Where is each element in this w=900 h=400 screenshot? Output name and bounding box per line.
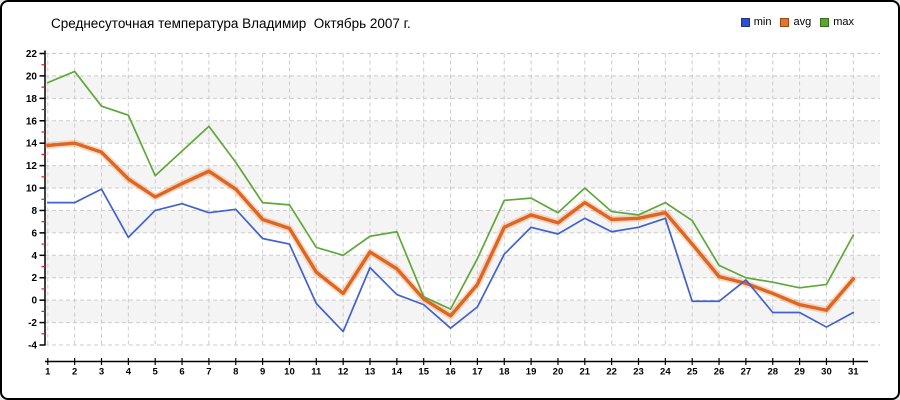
x-tick-label: 13 <box>365 367 376 378</box>
x-tick-label: 29 <box>794 367 805 378</box>
x-tick-label: 4 <box>126 367 132 378</box>
x-tick-label: 9 <box>260 367 265 378</box>
x-tick-label: 8 <box>233 367 238 378</box>
x-tick-label: 12 <box>338 367 349 378</box>
x-tick-label: 18 <box>499 367 510 378</box>
y-tick-label: 4 <box>31 251 37 262</box>
legend-label: avg <box>793 16 812 28</box>
plot-band <box>45 300 880 323</box>
legend-label: max <box>833 16 854 28</box>
x-tick-label: 28 <box>767 367 778 378</box>
legend-item-max: max <box>820 17 854 28</box>
x-tick-label: 16 <box>445 367 456 378</box>
y-tick-label: 0 <box>31 296 37 307</box>
x-tick-label: 11 <box>311 367 322 378</box>
y-tick-label: -4 <box>28 341 37 352</box>
y-tick-label: -2 <box>28 318 37 329</box>
legend-label: min <box>753 16 772 28</box>
y-tick-label: 20 <box>26 71 38 82</box>
avg-series-line <box>46 141 855 318</box>
y-tick-label: 6 <box>31 228 37 239</box>
x-tick-label: 27 <box>741 367 752 378</box>
x-tick-label: 19 <box>526 367 537 378</box>
x-tick-label: 22 <box>606 367 617 378</box>
plot-band <box>45 255 880 278</box>
x-tick-label: 24 <box>660 367 671 378</box>
y-tick-label: 22 <box>26 49 38 60</box>
y-tick-label: 16 <box>26 116 38 127</box>
x-tick-label: 20 <box>553 367 564 378</box>
max-series-line <box>46 70 855 310</box>
y-tick-label: 18 <box>26 94 38 105</box>
y-tick-label: 10 <box>26 184 38 195</box>
x-tick-label: 2 <box>72 367 77 378</box>
x-tick-label: 17 <box>472 367 483 378</box>
chart-title: Среднесуточная температура Владимир Октя… <box>51 16 411 31</box>
y-tick-label: 8 <box>31 206 37 217</box>
plot-band <box>45 120 880 144</box>
x-tick-label: 7 <box>206 367 211 378</box>
x-tick-label: 23 <box>633 367 644 378</box>
min-series-line <box>46 188 855 333</box>
x-tick-label: 31 <box>848 367 859 378</box>
x-tick-label: 1 <box>45 367 51 378</box>
x-tick-label: 30 <box>821 367 832 378</box>
x-tick-label: 5 <box>153 367 159 378</box>
y-tick-label: 2 <box>31 273 37 284</box>
x-tick-label: 14 <box>392 367 403 378</box>
legend-swatch-max <box>820 18 830 27</box>
x-tick-label: 6 <box>179 367 184 378</box>
x-tick-label: 26 <box>714 367 725 378</box>
x-tick-label: 3 <box>99 367 104 378</box>
y-tick-label: 14 <box>26 139 38 150</box>
legend: min avg max <box>740 16 854 28</box>
legend-item-min: min <box>740 16 772 28</box>
x-tick-label: 10 <box>284 367 295 378</box>
legend-swatch-avg <box>780 18 790 27</box>
legend-item-avg: avg <box>780 17 811 28</box>
legend-swatch-min <box>740 18 750 27</box>
y-tick-label: 12 <box>26 161 38 172</box>
x-tick-label: 21 <box>580 367 591 378</box>
plot-band <box>45 75 880 99</box>
plot-band <box>45 165 880 189</box>
x-tick-label: 15 <box>418 367 429 378</box>
x-tick-label: 25 <box>687 367 698 378</box>
plot-band <box>45 210 880 233</box>
